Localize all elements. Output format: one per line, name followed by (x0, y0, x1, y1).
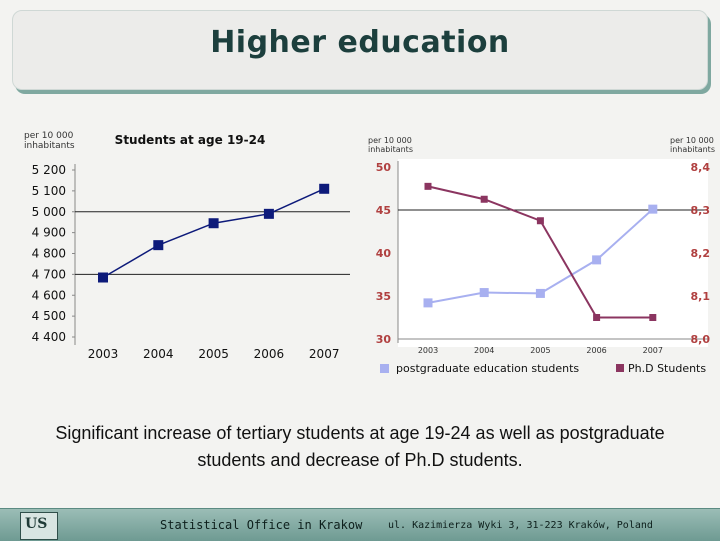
left-x-tick-label: 2003 (88, 347, 119, 361)
footer-bar: US Statistical Office in Krakow ul. Kazi… (0, 508, 720, 541)
legend-swatch-phd (616, 364, 624, 372)
left-series-point (98, 272, 108, 283)
right-x-tick-label: 2007 (643, 346, 663, 355)
left-y-unit-label: per 10 000 inhabitants (24, 131, 75, 151)
left-series-point (319, 183, 330, 194)
left-series-point (208, 218, 219, 229)
left-y-tick-label: 4 400 (32, 330, 66, 344)
right-y-tick-label-right: 8,2 (691, 247, 711, 260)
legend-swatch-postgraduate (380, 364, 389, 373)
right-series-point-0 (592, 255, 602, 265)
right-y-tick-label-right: 8,0 (691, 333, 711, 346)
right-series-point-0 (479, 288, 489, 298)
right-plot-area (398, 159, 708, 347)
slide-title: Higher education (210, 25, 510, 60)
right-y-unit-label-right: per 10 000 inhabitants (670, 136, 715, 154)
left-series-line (102, 188, 325, 279)
left-y-tick-label: 5 000 (32, 205, 66, 219)
right-y-tick-label-left: 30 (376, 333, 392, 346)
legend-label-phd: Ph.D Students (628, 362, 706, 375)
left-y-tick-label: 4 900 (32, 226, 66, 240)
title-band: Higher education (12, 10, 708, 90)
left-series-point (153, 240, 164, 251)
footer-address: ul. Kazimierza Wyki 3, 31-223 Kraków, Po… (388, 520, 653, 531)
right-x-tick-label: 2004 (474, 346, 494, 355)
right-y-tick-label-left: 40 (376, 247, 392, 260)
right-x-tick-label: 2006 (586, 346, 606, 355)
right-x-tick-label: 2005 (530, 346, 550, 355)
left-y-tick-label: 4 800 (32, 247, 66, 261)
caption: Significant increase of tertiary student… (55, 423, 665, 470)
left-series-point (263, 208, 274, 219)
left-y-tick-label: 4 600 (32, 288, 66, 302)
right-y-tick-label-right: 8,3 (691, 204, 711, 217)
right-x-tick-label: 2003 (418, 346, 438, 355)
right-series-point-1 (593, 314, 601, 321)
right-series-point-0 (423, 298, 433, 308)
chart-students-19-24: per 10 000 inhabitants Students at age 19-… (24, 131, 715, 375)
office-logo: US (20, 512, 58, 540)
right-series-point-0 (648, 204, 658, 214)
left-y-tick-label: 4 700 (32, 267, 66, 281)
right-series-point-1 (649, 314, 657, 321)
left-chart-title: Students at age 19-24 (115, 133, 266, 147)
right-y-tick-label-right: 8,4 (691, 161, 711, 174)
right-y-tick-label-left: 45 (376, 204, 391, 217)
right-series-point-1 (424, 182, 432, 190)
footer-office: Statistical Office in Krakow (160, 518, 363, 532)
right-y-tick-label-right: 8,1 (691, 290, 711, 303)
left-y-tick-label: 5 100 (32, 184, 66, 198)
right-series-point-1 (480, 195, 488, 203)
right-series-point-0 (535, 288, 545, 298)
left-x-tick-label: 2006 (254, 347, 285, 361)
right-series-point-1 (536, 217, 544, 225)
right-y-tick-label-left: 50 (376, 161, 392, 174)
left-y-tick-label: 5 200 (32, 163, 66, 177)
legend-label-postgraduate: postgraduate education students (396, 362, 579, 375)
left-x-tick-label: 2007 (309, 347, 340, 361)
left-x-tick-label: 2005 (198, 347, 229, 361)
right-y-tick-label-left: 35 (376, 290, 391, 303)
left-y-tick-label: 4 500 (32, 309, 66, 323)
left-x-tick-label: 2004 (143, 347, 174, 361)
right-y-unit-label-left: per 10 000 inhabitants (368, 136, 413, 154)
